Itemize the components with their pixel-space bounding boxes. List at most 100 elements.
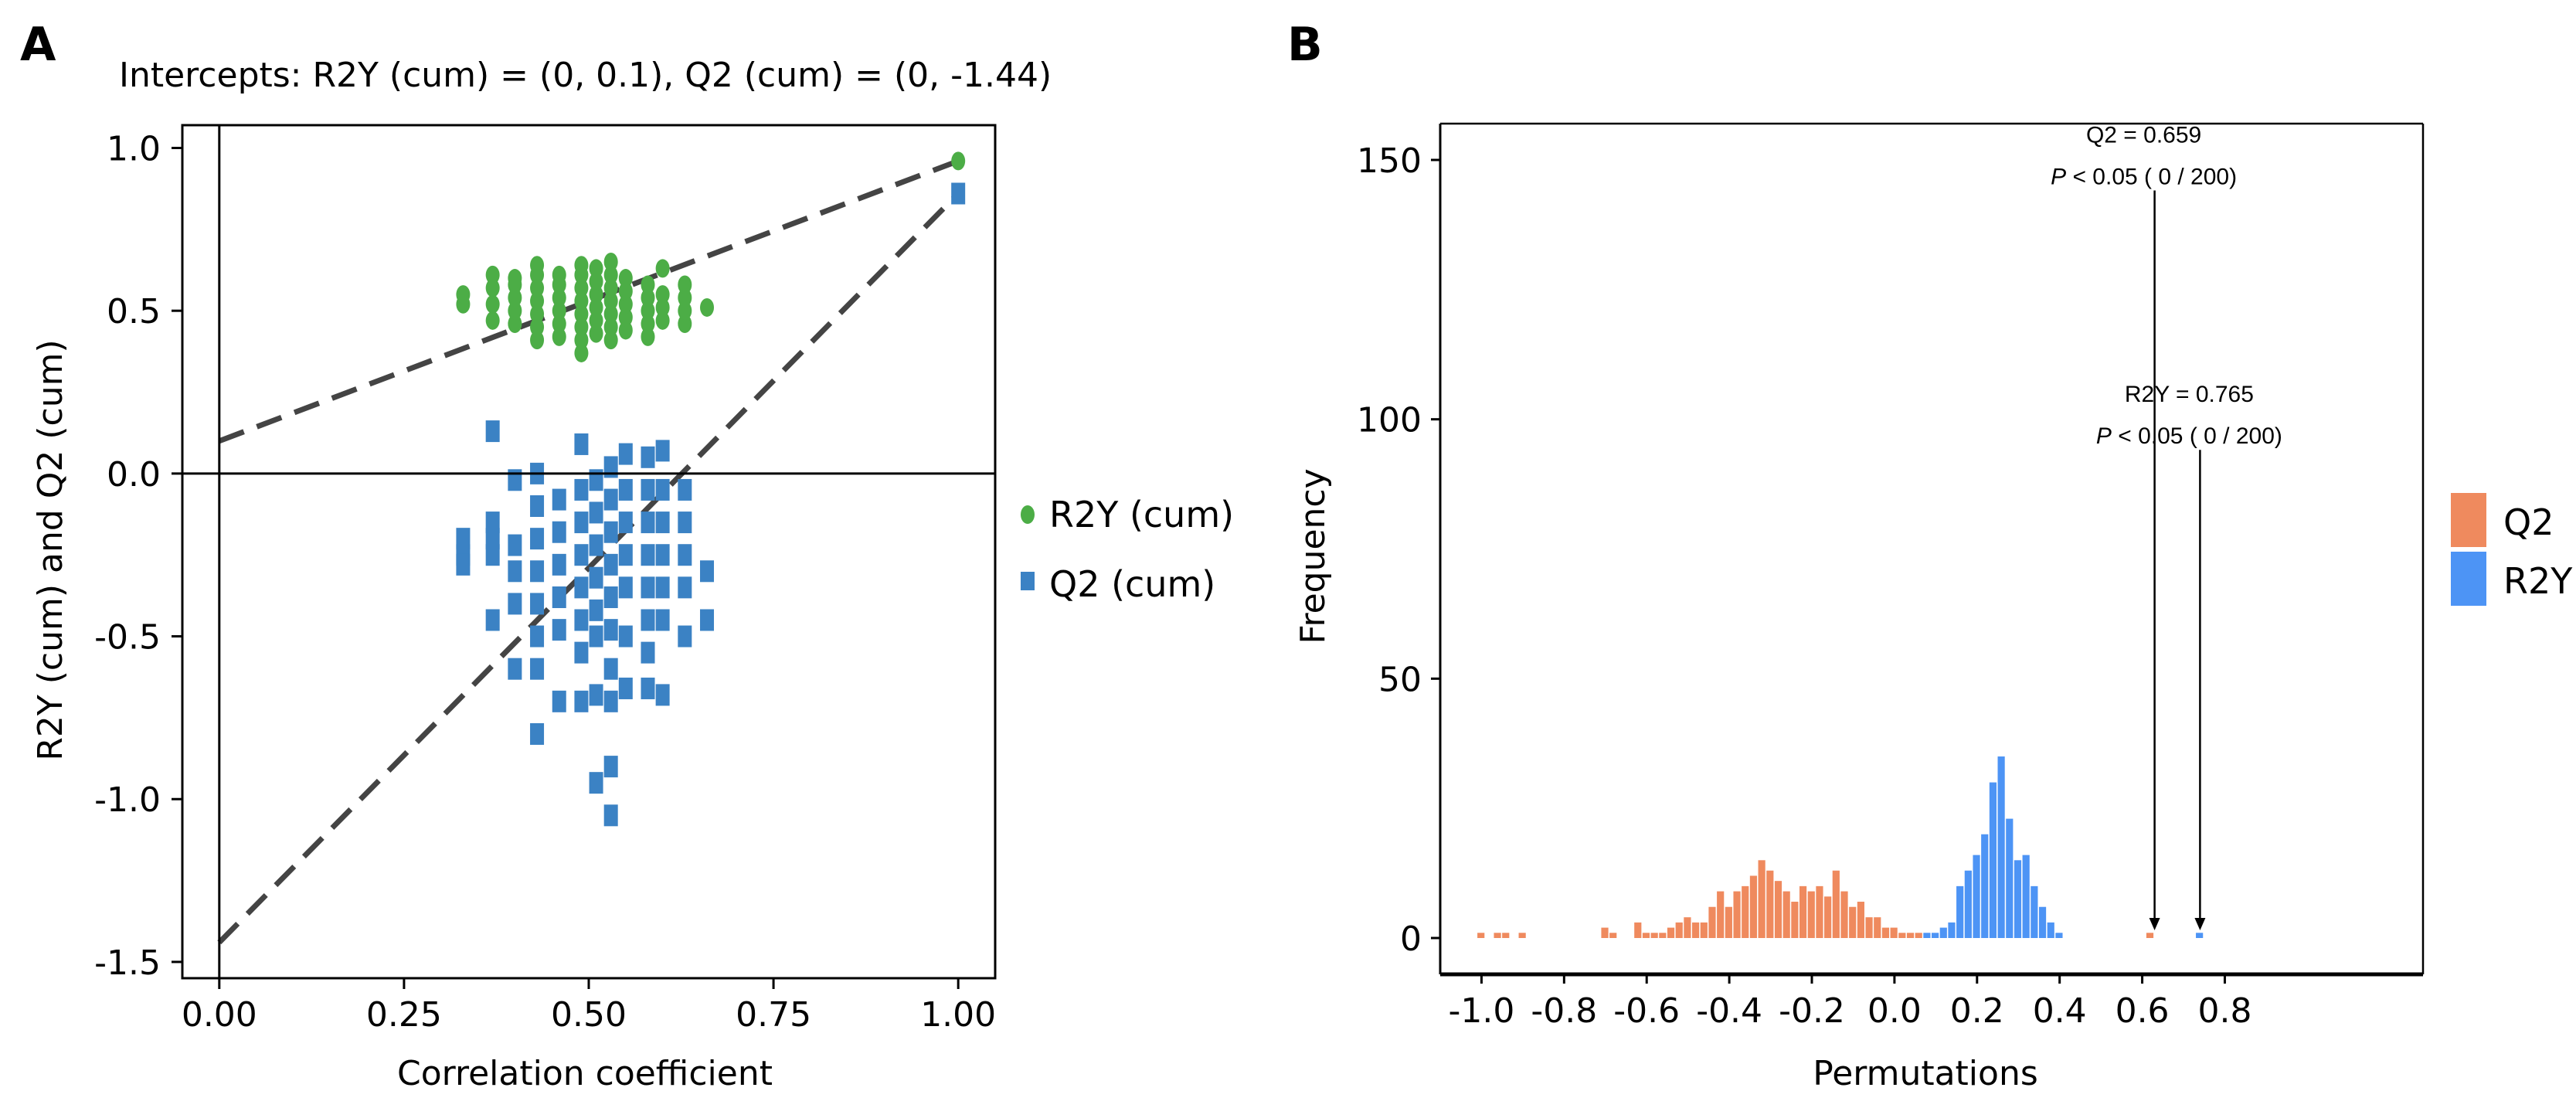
b-annotation-1-pvalue: P < 0.05 ( 0 / 200) xyxy=(2096,423,2282,449)
a-q2-point-20 xyxy=(530,722,545,745)
b-r2y-bar-2 xyxy=(1939,927,1947,939)
a-q2-point-52 xyxy=(603,804,618,827)
panel-a-letter: A xyxy=(20,18,56,72)
a-legend-q2-label: Q2 (cum) xyxy=(1049,563,1215,605)
b-legend-r2y-label: R2Y xyxy=(2503,560,2573,602)
a-q2-point-49 xyxy=(603,658,618,680)
b-r2y-bar-8 xyxy=(1989,782,1997,939)
panel-a-y-axis-label: R2Y (cum) and Q2 (cum) xyxy=(31,339,70,760)
a-x-tick-label-0: 0.00 xyxy=(182,995,257,1035)
a-q2-point-82 xyxy=(951,182,966,205)
b-q2-bar-28 xyxy=(1816,885,1823,939)
b-q2-bar-16 xyxy=(1717,891,1725,939)
a-q2-point-73 xyxy=(655,609,670,631)
a-r2y-point-17 xyxy=(530,256,545,275)
b-q2-bar-25 xyxy=(1791,902,1799,939)
b-q2-bar-20 xyxy=(1749,875,1758,939)
a-r2y-point-8 xyxy=(508,288,522,308)
a-r2y-point-34 xyxy=(589,297,603,317)
b-y-tick-label-3: 150 xyxy=(1357,141,1422,181)
b-annotation-1-p-symbol: P xyxy=(2096,423,2112,449)
a-q2-point-71 xyxy=(655,544,670,566)
a-x-tick-label-3: 0.75 xyxy=(736,995,811,1035)
b-q2-bar-37 xyxy=(1890,927,1898,939)
b-q2-bar-10 xyxy=(1667,927,1675,939)
a-legend-r2y-marker xyxy=(1021,505,1035,524)
a-r2y-point-55 xyxy=(655,311,670,330)
a-r2y-point-43 xyxy=(603,265,618,284)
b-r2y-bar-14 xyxy=(2038,906,2047,939)
a-r2y-point-40 xyxy=(603,304,618,324)
a-q2-point-62 xyxy=(641,512,655,534)
a-q2-point-68 xyxy=(655,440,670,462)
b-q2-bar-22 xyxy=(1766,870,1774,939)
b-x-tick-label-0: -1.0 xyxy=(1449,991,1515,1031)
b-q2-bar-40 xyxy=(1915,933,1922,939)
panel-b-axes: -1.0 -0.8 -0.6 -0.4 -0.2 0.0 0.2 0.4 0.6 0.8 0 50 10… xyxy=(1357,122,2425,1031)
a-r2y-point-7 xyxy=(508,301,522,321)
a-r2y-point-18 xyxy=(552,327,566,346)
b-q2-bar-32 xyxy=(1849,906,1857,939)
a-q2-point-80 xyxy=(700,560,715,583)
b-q2-bar-41 xyxy=(2146,933,2154,939)
b-x-tick-label-8: 0.6 xyxy=(2116,991,2170,1031)
a-q2-point-45 xyxy=(603,521,618,543)
b-q2-bar-12 xyxy=(1684,917,1691,939)
a-q2-point-54 xyxy=(618,478,633,501)
a-q2-point-18 xyxy=(530,625,545,647)
a-q2-point-36 xyxy=(589,501,603,524)
a-r2y-point-3 xyxy=(485,294,500,314)
a-q2-point-64 xyxy=(641,576,655,599)
a-q2-point-78 xyxy=(678,576,692,599)
a-r2y-point-63 xyxy=(700,297,715,317)
a-r2y-point-21 xyxy=(552,288,566,308)
a-q2-point-55 xyxy=(618,512,633,534)
a-q2-point-79 xyxy=(678,625,692,647)
a-r2y-point-60 xyxy=(678,301,692,321)
a-q2-point-66 xyxy=(641,641,655,664)
a-q2-point-63 xyxy=(641,544,655,566)
panel-a-legend: R2Y (cum) Q2 (cum) xyxy=(1021,494,1234,605)
a-y-tick-label-4: 0.5 xyxy=(107,292,161,331)
b-q2-bar-21 xyxy=(1758,860,1765,939)
a-r2y-point-47 xyxy=(618,294,633,314)
panel-b-permutation-histogram: -1.0 -0.8 -0.6 -0.4 -0.2 0.0 0.2 0.4 0.6 0.8 0 50 10… xyxy=(1293,123,2573,1093)
b-annotation-0-p-symbol: P xyxy=(2051,165,2066,190)
a-r2y-point-59 xyxy=(678,314,692,334)
a-q2-point-42 xyxy=(589,772,603,794)
a-q2-point-3 xyxy=(485,512,500,534)
a-q2-point-22 xyxy=(552,521,566,543)
a-q2-point-76 xyxy=(678,512,692,534)
a-y-tick-label-3: 0.0 xyxy=(107,455,161,495)
b-r2y-bar-4 xyxy=(1956,885,1964,939)
b-q2-bar-9 xyxy=(1659,933,1667,939)
b-x-tick-label-6: 0.2 xyxy=(1950,991,2004,1031)
b-annotation-1-arrow-head xyxy=(2194,918,2206,931)
a-q2-point-58 xyxy=(618,625,633,647)
b-annotation-1-p-text: < 0.05 ( 0 / 200) xyxy=(2112,423,2282,449)
a-r2y-point-46 xyxy=(618,308,633,327)
a-r2y-point-44 xyxy=(603,252,618,271)
a-r2y-point-15 xyxy=(530,278,545,297)
a-q2-point-57 xyxy=(618,576,633,599)
panel-a-x-axis-label: Correlation coefficient xyxy=(397,1054,773,1093)
b-r2y-bar-9 xyxy=(1997,756,2005,939)
a-q2-point-51 xyxy=(603,756,618,778)
a-r2y-point-35 xyxy=(589,285,603,304)
a-x-tick-label-2: 0.50 xyxy=(551,995,627,1035)
a-q2-point-28 xyxy=(574,478,589,501)
a-q2-point-21 xyxy=(552,488,566,511)
b-q2-bar-6 xyxy=(1634,922,1642,939)
a-q2-point-15 xyxy=(530,528,545,550)
a-q2-point-53 xyxy=(618,443,633,465)
b-q2-bar-27 xyxy=(1807,891,1815,939)
panel-b-annotations: Q2 = 0.659 P < 0.05 ( 0 / 200) R2Y = 0.765… xyxy=(2051,123,2282,931)
b-legend-r2y-swatch xyxy=(2451,552,2486,606)
b-r2y-bar-16 xyxy=(2055,933,2063,939)
a-q2-point-81 xyxy=(700,609,715,631)
a-q2-point-38 xyxy=(589,566,603,589)
a-q2-point-11 xyxy=(508,593,522,615)
a-q2-point-37 xyxy=(589,534,603,556)
b-x-tick-label-1: -0.8 xyxy=(1531,991,1597,1031)
